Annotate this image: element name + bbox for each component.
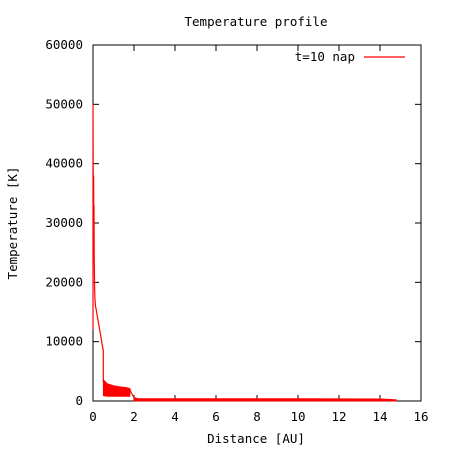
x-tick-label: 12 (331, 409, 346, 424)
legend-label: t=10 nap (295, 49, 355, 64)
y-tick-label: 0 (75, 393, 83, 408)
plot-frame (92, 44, 422, 402)
y-tick-label: 60000 (45, 37, 83, 52)
x-tick-label: 10 (290, 409, 305, 424)
y-tick-label: 50000 (45, 96, 83, 111)
y-tick-label: 10000 (45, 334, 83, 349)
y-tick-label: 40000 (45, 156, 83, 171)
chart-title: Temperature profile (185, 14, 328, 29)
plot-area (92, 104, 397, 402)
y-tick-label: 20000 (45, 274, 83, 289)
oscillation-band (102, 378, 131, 397)
x-tick-label: 14 (372, 409, 387, 424)
y-axis-label: Temperature [K] (5, 167, 20, 280)
x-tick-label: 2 (130, 409, 138, 424)
x-tick-label: 4 (171, 409, 179, 424)
x-axis-label: Distance [AU] (207, 431, 305, 446)
x-tick-label: 16 (413, 409, 428, 424)
x-tick-label: 0 (89, 409, 97, 424)
x-tick-label: 6 (212, 409, 220, 424)
x-tick-label: 8 (253, 409, 261, 424)
y-tick-label: 30000 (45, 215, 83, 230)
legend: t=10 nap (295, 49, 405, 64)
series-line (92, 104, 397, 402)
